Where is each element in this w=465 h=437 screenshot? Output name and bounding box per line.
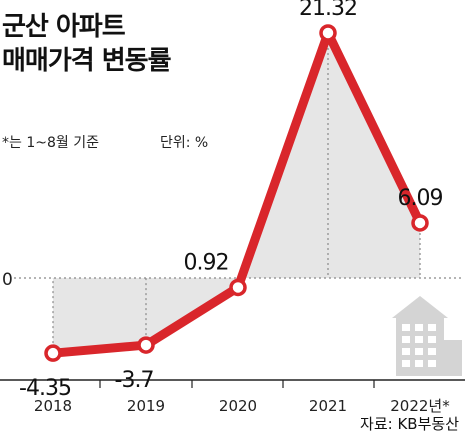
axis-group: 2018 2019 2020 2021 2022년* 0 <box>0 270 465 415</box>
x-tick-label: 2018 <box>34 397 72 415</box>
source-text: 자료: KB부동산 <box>360 415 459 433</box>
data-point <box>229 278 247 297</box>
building-window <box>415 360 423 367</box>
building-window <box>428 360 436 367</box>
x-tick-label: 2019 <box>127 397 165 415</box>
data-point <box>411 214 429 232</box>
unit-label: 단위: % <box>160 135 209 151</box>
title-line-1: 군산 아파트 <box>2 12 126 42</box>
data-label: -3.7 <box>115 368 154 393</box>
area-fill <box>53 32 420 354</box>
markers-group <box>44 24 429 362</box>
x-tick-label: 2020 <box>219 397 257 415</box>
building-window <box>402 348 410 355</box>
area-fill-group <box>53 32 420 354</box>
data-point <box>44 344 62 362</box>
building-window <box>428 348 436 355</box>
data-label: -4.35 <box>19 376 71 401</box>
data-point <box>319 24 337 42</box>
x-tick-label: 2021 <box>309 397 347 415</box>
data-label: 0.92 <box>184 250 229 275</box>
building-window <box>428 324 436 331</box>
note-text: *는 1~8월 기준 <box>2 135 99 151</box>
data-point <box>137 336 155 354</box>
title-line-2: 매매가격 변동률 <box>2 46 171 76</box>
x-tick-label: 2022년* <box>390 397 450 415</box>
building-window <box>415 336 423 343</box>
building-annex <box>440 340 462 376</box>
y-zero-label: 0 <box>2 270 13 290</box>
data-label: 6.09 <box>398 186 443 211</box>
building-window <box>402 324 410 331</box>
building-window <box>402 360 410 367</box>
building-window <box>415 348 423 355</box>
data-label: 21.32 <box>299 0 357 21</box>
building-window <box>428 336 436 343</box>
building-window <box>415 324 423 331</box>
labels-group: -4.35 -3.7 0.92 21.32 6.09 <box>19 0 443 401</box>
building-window <box>402 336 410 343</box>
building-roof <box>392 296 448 318</box>
building-icon-group <box>392 296 462 376</box>
